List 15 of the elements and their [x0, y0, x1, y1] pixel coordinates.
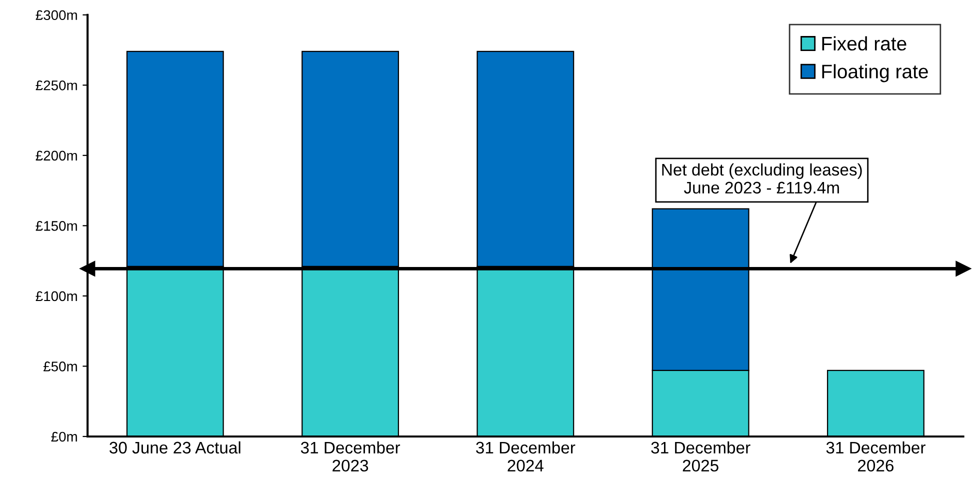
y-tick-label: £250m — [36, 80, 77, 90]
y-tick-label: £300m — [36, 10, 77, 20]
y-tick-label: £200m — [36, 150, 77, 161]
x-tick-label: 31 December 2024 — [476, 441, 576, 472]
y-tick-label: £150m — [36, 221, 77, 231]
x-tick-label: 31 December 2025 — [651, 441, 750, 472]
x-tick-label: 30 June 23 Actual — [110, 441, 240, 454]
ref-line-label: Net debt (excluding leases) June 2023 - £119.4m — [662, 163, 862, 194]
legend-label: Floating rate — [822, 64, 928, 82]
y-tick-label: £100m — [36, 291, 77, 302]
y-tick-label: £0m — [51, 432, 77, 442]
x-tick-label: 31 December 2023 — [300, 441, 400, 472]
y-tick-label: £50m — [44, 362, 77, 372]
legend-label: Fixed rate — [822, 36, 906, 51]
x-tick-label: 31 December 2026 — [826, 441, 926, 472]
